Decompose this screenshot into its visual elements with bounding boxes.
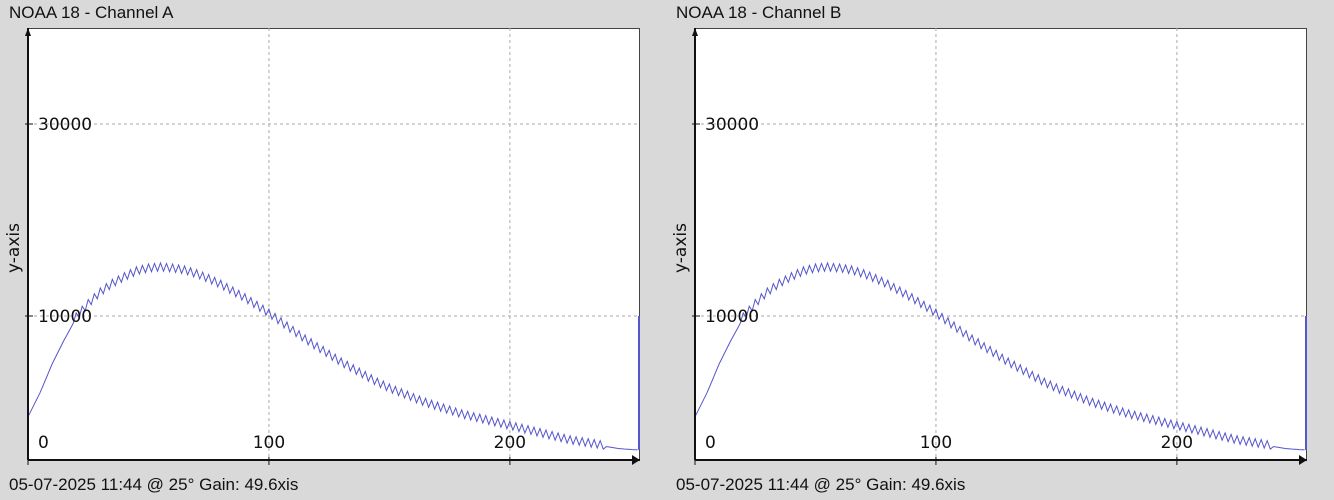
chart-title: NOAA 18 - Channel B (676, 3, 842, 22)
chart-footer: 05-07-2025 11:44 @ 25° Gain: 49.6xis (9, 475, 298, 495)
chart-svg: 0 100 200 10000 30000 (692, 28, 1307, 465)
x-tick-label: 200 (1161, 433, 1193, 453)
y-axis-arrow (25, 28, 31, 36)
x-tick-label: 100 (253, 433, 285, 453)
x-tick-label: 100 (920, 433, 952, 453)
chart-footer: 05-07-2025 11:44 @ 25° Gain: 49.6xis (676, 475, 965, 495)
chart-panel-channel-a: NOAA 18 - Channel A 0 100 200 10000 30000 y-… (4, 3, 640, 495)
y-tick-label: 30000 (705, 115, 759, 135)
series-line (27, 261, 638, 451)
y-tick-label: 10000 (38, 307, 92, 327)
chart-title: NOAA 18 - Channel A (9, 3, 174, 22)
y-axis-label: y-axis (4, 223, 24, 273)
x-axis-arrow (632, 455, 640, 465)
plot-area (28, 28, 640, 460)
footer-info: 05-07-2025 11:44 @ 25° Gain: 49.6 (676, 475, 945, 494)
x-axis-label-fragment: xis (944, 475, 966, 494)
x-tick-label: 200 (494, 433, 526, 453)
y-tick-label: 10000 (705, 307, 759, 327)
chart-svg: 0 100 200 10000 30000 (25, 28, 640, 465)
plot-area (695, 28, 1307, 460)
x-tick-label: 0 (705, 433, 716, 453)
y-axis-arrow (692, 28, 698, 36)
chart-panel-channel-b: NOAA 18 - Channel B 0 100 200 10000 30000 y-… (667, 0, 1334, 500)
y-axis-label: y-axis (671, 223, 691, 273)
y-tick-label: 30000 (38, 115, 92, 135)
series-line (694, 261, 1305, 451)
footer-info: 05-07-2025 11:44 @ 25° Gain: 49.6 (9, 475, 278, 494)
x-tick-label: 0 (38, 433, 49, 453)
x-axis-arrow (1299, 455, 1307, 465)
x-axis-label-fragment: xis (277, 475, 299, 494)
